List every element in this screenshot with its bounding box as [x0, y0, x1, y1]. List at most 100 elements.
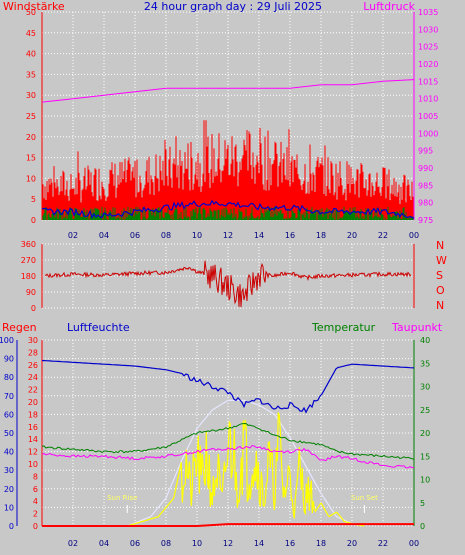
temperature-y-tick: 10 [420, 476, 430, 485]
pressure-right-label: Luftdruck [363, 0, 415, 13]
wind-left-axis: 0 5 10 15 20 25 30 35 40 45 50 [26, 8, 43, 225]
x-tick-label: 20 [347, 231, 357, 240]
compass-label: S [436, 269, 443, 282]
humidity-y-tick: 20 [28, 398, 38, 407]
x-tick-label: 16 [285, 539, 295, 548]
x-tick-label: 20 [347, 539, 357, 548]
wind-direction-series [44, 260, 412, 308]
rain-y-tick: 80 [4, 373, 14, 382]
pressure-y-tick: 990 [418, 164, 433, 173]
humidity-y-tick: 10 [28, 460, 38, 469]
x-tick-label: 22 [378, 539, 388, 548]
rain-label: Regen [2, 321, 37, 334]
humidity-series [41, 359, 415, 414]
x-tick-label: 18 [316, 539, 326, 548]
wind-x-axis: 02 04 06 08 10 12 14 16 18 20 22 00 [68, 231, 419, 240]
sun-set-label: Sun Set [351, 494, 378, 502]
x-tick-label: 16 [285, 231, 295, 240]
rain-y-tick: 0 [9, 522, 14, 531]
humidity-y-tick: 18 [28, 410, 38, 419]
x-tick-label: 12 [223, 539, 233, 548]
temperature-y-tick: 30 [420, 383, 430, 392]
wind-y-tick: 5 [31, 195, 36, 204]
page-title: 24 hour graph day : 29 Juli 2025 [144, 0, 322, 13]
rain-humidity-series [41, 359, 415, 527]
wind-y-tick: 45 [26, 29, 36, 38]
temperature-series [41, 422, 415, 461]
humidity-y-tick: 26 [28, 361, 38, 370]
pressure-series [41, 79, 415, 103]
pressure-y-tick: 980 [418, 199, 433, 208]
x-tick-label: 10 [192, 231, 202, 240]
wind-speed-series [42, 206, 414, 220]
x-tick-label: 08 [161, 539, 171, 548]
x-tick-label: 12 [223, 231, 233, 240]
dewpoint-series [41, 445, 414, 469]
humidity-y-tick: 16 [28, 423, 38, 432]
temperature-y-tick: 15 [420, 452, 430, 461]
pressure-y-tick: 1035 [418, 8, 438, 17]
temperature-y-tick: 25 [420, 406, 430, 415]
x-tick-label: 06 [130, 231, 140, 240]
x-tick-label: 00 [409, 539, 419, 548]
x-tick-label: 14 [254, 231, 264, 240]
wind-y-tick: 10 [26, 174, 36, 183]
compass-label: N [436, 239, 444, 252]
wind-y-tick: 15 [26, 154, 36, 163]
dewpoint-label: Taupunkt [391, 321, 443, 334]
humidity-y-tick: 8 [33, 472, 38, 481]
temperature-axis: 0 5 10 15 20 25 30 35 40 [413, 336, 430, 531]
rain-y-tick: 30 [4, 466, 14, 475]
wind-gust-series [42, 120, 414, 220]
rain-y-tick: 10 [4, 503, 14, 512]
humidity-y-tick: 0 [33, 522, 38, 531]
rain-y-tick: 40 [4, 448, 14, 457]
temperature-y-tick: 5 [420, 499, 425, 508]
x-tick-label: 00 [409, 231, 419, 240]
humidity-y-tick: 12 [28, 448, 38, 457]
wind-y-tick: 25 [26, 112, 36, 121]
pressure-y-tick: 1000 [418, 129, 438, 138]
direction-y-tick: 360 [21, 240, 36, 249]
humidity-y-tick: 14 [28, 435, 38, 444]
rain-y-tick: 60 [4, 410, 14, 419]
direction-y-tick: 180 [21, 272, 36, 281]
x-tick-label: 04 [99, 231, 109, 240]
wind-y-tick: 50 [26, 8, 36, 17]
x-tick-label: 22 [378, 231, 388, 240]
wind-direction-series [44, 260, 412, 308]
pressure-y-tick: 995 [418, 147, 433, 156]
x-tick-label: 10 [192, 539, 202, 548]
compass-label: N [436, 299, 444, 312]
temperature-label: Temperatur [311, 321, 376, 334]
rain-humidity-temperature-panel: Regen Luftfeuchte Temperatur Taupunkt 0 1… [0, 321, 443, 548]
temperature-y-tick: 40 [420, 336, 430, 345]
x-tick-label: 08 [161, 231, 171, 240]
rain-y-tick: 20 [4, 485, 14, 494]
humidity-y-tick: 6 [33, 485, 38, 494]
pressure-y-tick: 1005 [418, 112, 438, 121]
temperature-y-tick: 0 [420, 522, 425, 531]
humidity-y-tick: 4 [33, 497, 38, 506]
x-tick-label: 02 [68, 231, 78, 240]
pressure-y-tick: 985 [418, 181, 433, 190]
rain-y-tick: 70 [4, 392, 14, 401]
humidity-y-tick: 28 [28, 348, 38, 357]
x-tick-label: 02 [68, 539, 78, 548]
solar-max-series [127, 399, 365, 527]
wind-y-tick: 30 [26, 91, 36, 100]
pressure-y-tick: 1015 [418, 77, 438, 86]
wind-y-tick: 35 [26, 70, 36, 79]
x-tick-label: 14 [254, 539, 264, 548]
bottom-x-axis: 02 04 06 08 10 12 14 16 18 20 22 00 [68, 539, 419, 548]
humidity-y-tick: 2 [33, 510, 38, 519]
direction-y-tick: 90 [26, 288, 36, 297]
wind-y-tick: 20 [26, 133, 36, 142]
pressure-y-tick: 975 [418, 216, 433, 225]
x-tick-label: 04 [99, 539, 109, 548]
